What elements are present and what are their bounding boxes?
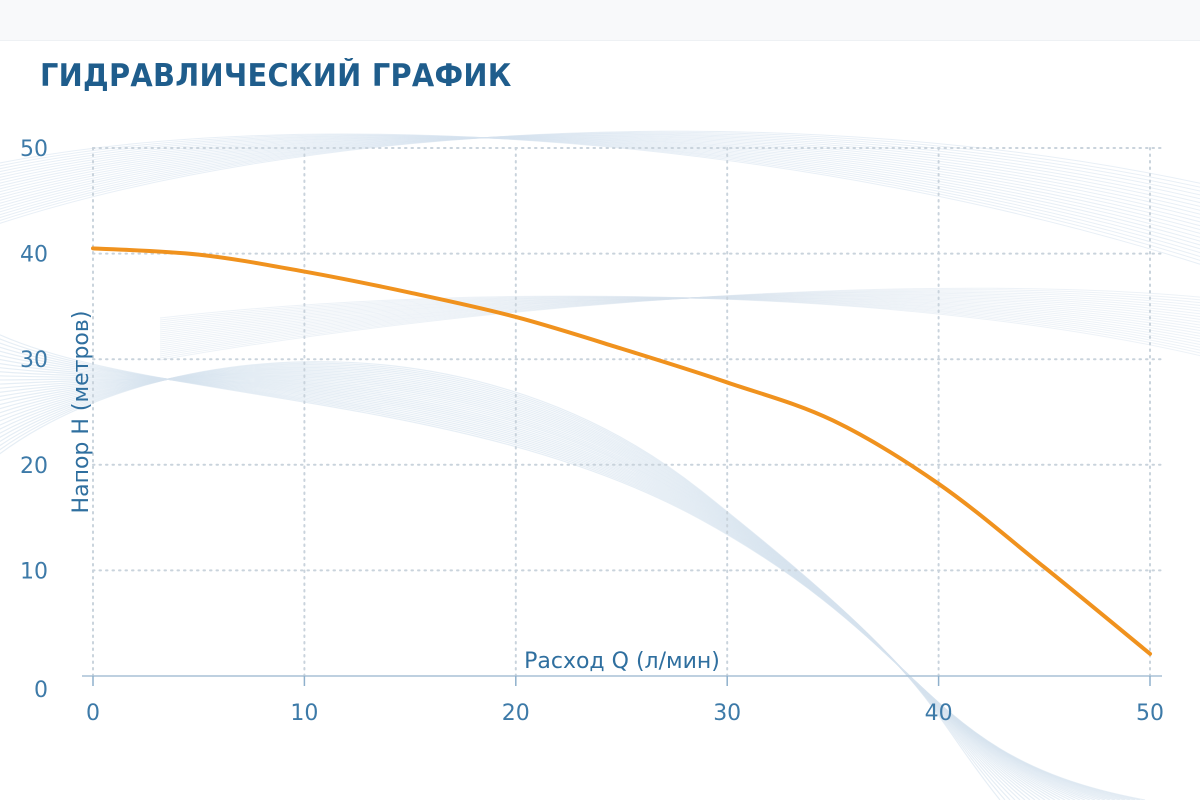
decor-wave <box>159 292 1200 353</box>
decor-wave <box>159 293 1200 351</box>
decor-wave <box>159 287 1200 361</box>
decor-wave <box>159 297 1200 337</box>
decor-wave <box>0 334 1146 800</box>
x-tick-label: 50 <box>1136 701 1164 726</box>
y-tick-label: 0 <box>34 678 48 703</box>
y-axis-label: Напор H (метров) <box>69 311 94 514</box>
y-tick-label: 30 <box>20 348 48 373</box>
decor-wave <box>159 296 1200 348</box>
y-tick-label: 20 <box>20 454 48 479</box>
x-axis <box>82 675 1162 686</box>
decor-wave <box>159 291 1200 355</box>
x-axis-label: Расход Q (л/мин) <box>524 649 720 674</box>
decor-wave <box>159 289 1200 359</box>
x-tick-label: 40 <box>925 701 953 726</box>
y-tick-label: 50 <box>20 137 48 162</box>
decor-wave <box>0 137 1200 223</box>
decor-wave <box>0 136 1200 246</box>
decor-wave <box>159 295 1200 357</box>
decor-wave <box>159 296 1200 343</box>
decor-wave <box>0 135 1200 254</box>
decor-wave <box>159 296 1200 341</box>
performance-curve <box>91 246 1152 656</box>
decor-wave <box>159 297 1200 343</box>
decor-wave <box>0 375 1096 800</box>
x-tick-label: 30 <box>713 701 741 726</box>
decor-wave <box>0 136 1200 250</box>
y-tick-label: 40 <box>20 243 48 268</box>
decor-wave <box>159 297 1200 340</box>
decor-wave <box>0 364 1011 800</box>
decor-wave <box>0 362 1006 800</box>
chart-title: ГИДРАВЛИЧЕСКИЙ ГРАФИК <box>40 58 512 94</box>
decor-wave <box>159 296 1200 351</box>
decor-wave <box>159 290 1200 357</box>
x-tick-label: 20 <box>502 701 530 726</box>
x-tick-label: 10 <box>290 701 318 726</box>
gridlines <box>92 147 1163 677</box>
x-tick-labels: 0 10 20 30 40 50 <box>86 701 1164 726</box>
decor-wave <box>159 296 1200 354</box>
y-tick-labels: 0 10 20 30 40 50 <box>20 137 48 703</box>
decor-wave <box>159 294 1200 349</box>
decor-wave <box>159 297 1200 335</box>
decor-wave <box>159 297 1200 346</box>
decor-wave <box>159 296 1200 339</box>
decor-wave <box>0 368 1026 800</box>
top-band <box>0 0 1200 41</box>
decor-wave <box>0 135 1200 258</box>
series <box>91 246 1152 656</box>
decor-wave <box>159 295 1200 347</box>
background-waves <box>0 130 1200 800</box>
y-tick-label: 10 <box>20 559 48 584</box>
x-tick-label: 0 <box>86 701 100 726</box>
decor-wave <box>0 137 1200 234</box>
decor-wave <box>159 295 1200 345</box>
decor-wave <box>0 133 1200 265</box>
decor-wave <box>159 297 1200 337</box>
